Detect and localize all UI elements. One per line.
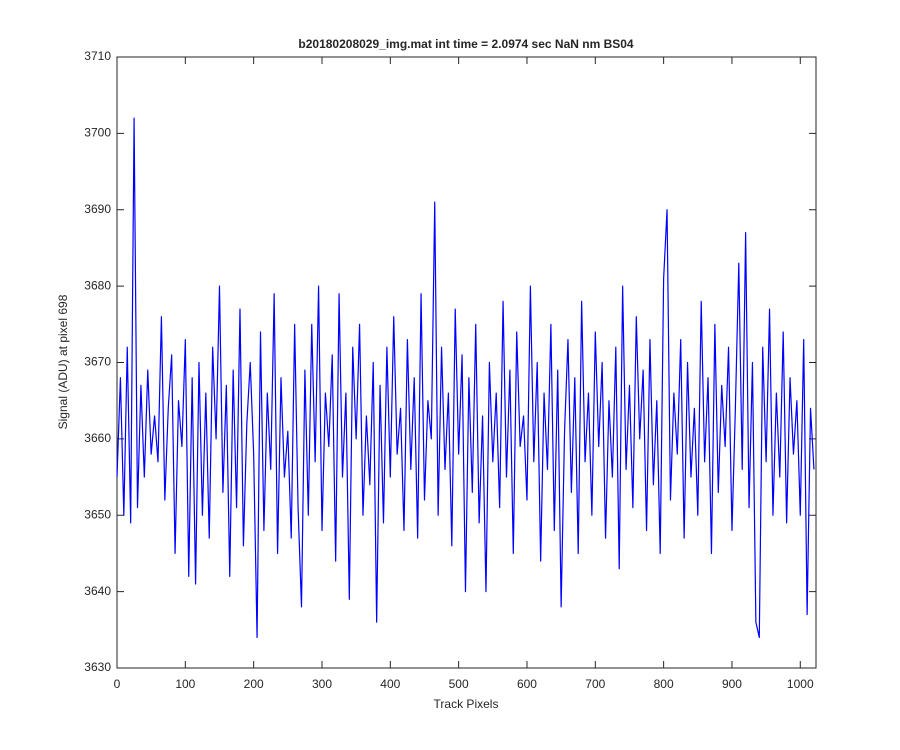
x-tick-label: 200 xyxy=(244,677,264,691)
y-tick-label: 3700 xyxy=(84,126,111,140)
y-tick-label: 3660 xyxy=(84,431,111,445)
y-tick-label: 3690 xyxy=(84,202,111,216)
x-axis-label: Track Pixels xyxy=(434,697,499,711)
y-tick-label: 3710 xyxy=(84,49,111,63)
x-tick-label: 500 xyxy=(449,677,469,691)
x-tick-label: 600 xyxy=(517,677,537,691)
x-tick-label: 100 xyxy=(175,677,195,691)
x-tick-label: 400 xyxy=(380,677,400,691)
x-tick-label: 300 xyxy=(312,677,332,691)
y-axis-label: Signal (ADU) at pixel 698 xyxy=(56,294,70,429)
y-tick-label: 3650 xyxy=(84,507,111,521)
x-tick-label: 900 xyxy=(722,677,742,691)
y-tick-label: 3640 xyxy=(84,584,111,598)
x-tick-label: 800 xyxy=(654,677,674,691)
y-tick-label: 3670 xyxy=(84,355,111,369)
x-tick-label: 1000 xyxy=(787,677,814,691)
y-tick-label: 3630 xyxy=(84,660,111,674)
y-tick-label: 3680 xyxy=(84,278,111,292)
x-tick-label: 700 xyxy=(585,677,605,691)
chart-title: b20180208029_img.mat int time = 2.0974 s… xyxy=(298,37,634,51)
plot-area xyxy=(116,56,817,669)
x-tick-label: 0 xyxy=(114,677,121,691)
signal-line xyxy=(116,117,815,639)
